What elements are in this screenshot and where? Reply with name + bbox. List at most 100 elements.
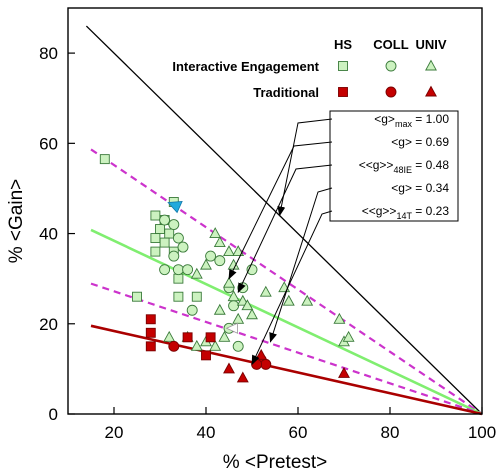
data-point [205,332,216,343]
leader-arrow [228,141,333,280]
line-annotation: <g> = 0.34 [391,181,449,195]
data-point [241,299,254,311]
data-point [213,236,226,248]
legend-marker [385,60,397,72]
gain-lines [85,25,483,416]
annotation-main: <g> = 0.69 [391,135,449,149]
y-tick-label: 60 [39,134,58,153]
x-tick-label: 20 [105,423,124,442]
x-axis-label: % <Pretest> [223,452,328,473]
data-point [132,291,142,302]
axes: 20 40 60 80 100 0 20 40 60 80 % <Pretest> % <Gain> [6,7,496,473]
data-point [223,276,235,288]
data-point [213,303,226,315]
data-point [333,312,346,324]
data-point [342,330,355,342]
legend-marker [425,59,437,71]
data-point [99,154,110,165]
data-point [159,264,171,276]
data-point [159,237,170,248]
data-point [159,214,171,226]
annotation-subscript: max [395,119,413,129]
y-tick-label: 0 [49,405,58,424]
annotation-value: = 0.48 [412,158,449,172]
data-point [173,273,184,284]
annotation-value: = 1.00 [412,112,449,126]
gain-line [85,25,483,415]
data-points [99,154,355,383]
data-point [223,245,235,257]
data-point [182,332,193,343]
data-point [145,314,156,325]
data-point [338,366,350,378]
line-annotation: <<g>>48IE = 0.48 [359,158,450,175]
data-point [282,294,295,306]
data-point [218,330,231,342]
data-point [168,219,180,230]
data-point [209,227,222,239]
data-point [237,282,249,294]
y-tick-label: 20 [39,315,58,334]
data-point [236,294,249,306]
legend-marker [385,86,397,98]
leader-arrow [277,118,333,217]
legend-row-label: Interactive Engagement [172,59,319,74]
x-tick-label: 40 [197,423,216,442]
x-tick-label: 100 [468,423,496,442]
annotation-main: <<g>> [359,158,394,172]
data-point [150,233,161,244]
annotation-box [329,110,459,222]
gain-line [90,148,483,415]
data-point [177,241,189,253]
data-point [228,300,240,312]
x-tick-label: 80 [381,423,400,442]
highlight-arrow [167,201,183,214]
y-tick-label: 40 [39,225,58,244]
data-point [145,341,156,352]
data-point [246,308,258,320]
legend: HS COLL UNIV Interactive Engagement Traditio… [172,37,447,100]
data-point [260,358,272,370]
data-point [150,246,161,257]
leader-arrow [251,210,333,366]
plot-frame [67,7,483,415]
data-point [301,294,314,306]
data-point [232,340,244,352]
legend-marker [338,87,348,97]
x-tick-label: 60 [289,423,308,442]
data-point [223,362,235,374]
gain-line [90,324,483,416]
data-point [173,291,184,302]
line-annotation: <g>max = 1.00 [374,112,449,129]
highlight-arrows [167,201,239,334]
highlight-arrow [225,322,239,334]
legend-column-header: COLL [373,37,408,52]
data-point [145,327,156,338]
leader-arrow [237,164,333,294]
data-point [168,250,180,262]
annotation-main: <g> [374,112,395,126]
data-point [201,350,211,361]
gain-line [90,228,483,416]
data-point [214,255,226,267]
data-point [155,224,165,234]
data-point [190,339,203,351]
annotation-subscript: 48IE [393,165,412,175]
data-point [190,267,203,279]
annotation-main: <<g>> [362,204,397,218]
line-annotation: <<g>>14T = 0.23 [362,204,450,221]
data-point [205,250,217,262]
legend-row-label: Traditional [253,85,319,100]
data-point [172,264,184,276]
data-point [163,330,176,342]
data-point [232,312,245,324]
annotation-subscript: 14T [396,211,412,221]
data-point [259,285,272,297]
data-point [232,245,245,257]
data-point [182,264,194,276]
legend-column-header: UNIV [415,37,446,52]
data-point [150,210,161,221]
data-point [172,232,184,244]
annotation-main: <g> = 0.34 [391,181,449,195]
